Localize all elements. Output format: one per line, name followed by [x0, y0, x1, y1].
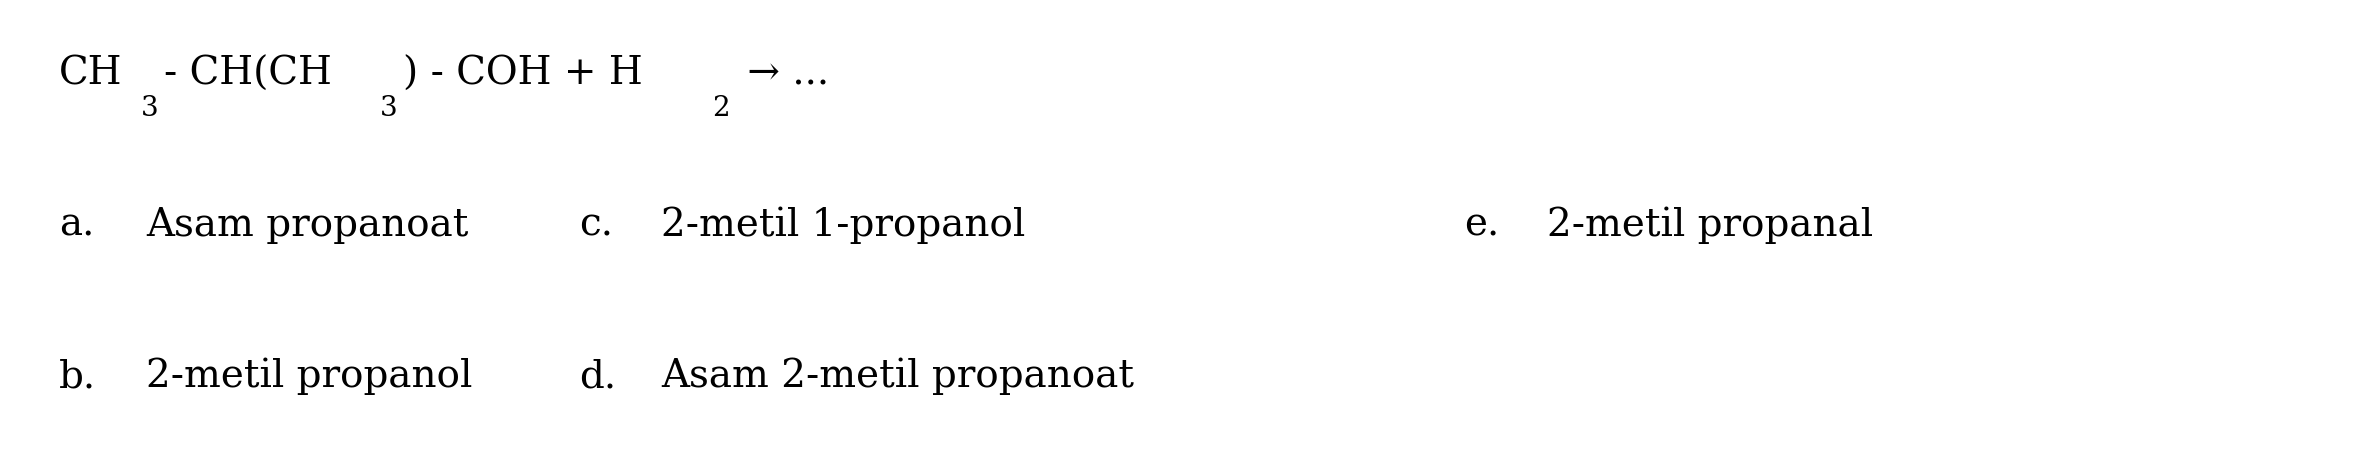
- Text: Asam propanoat: Asam propanoat: [146, 207, 468, 244]
- Text: 2: 2: [713, 95, 730, 122]
- Text: 2-metil propanal: 2-metil propanal: [1547, 207, 1873, 244]
- Text: a.: a.: [59, 207, 94, 244]
- Text: ) - COH + H: ) - COH + H: [404, 56, 642, 93]
- Text: e.: e.: [1464, 207, 1500, 244]
- Text: b.: b.: [59, 358, 97, 395]
- Text: → ...: → ...: [735, 56, 829, 93]
- Text: 3: 3: [380, 95, 397, 122]
- Text: Asam 2-metil propanoat: Asam 2-metil propanoat: [661, 358, 1134, 395]
- Text: 3: 3: [142, 95, 158, 122]
- Text: c.: c.: [579, 207, 612, 244]
- Text: 2-metil 1-propanol: 2-metil 1-propanol: [661, 207, 1025, 244]
- Text: - CH(CH: - CH(CH: [163, 56, 331, 93]
- Text: 2-metil propanol: 2-metil propanol: [146, 358, 472, 395]
- Text: d.: d.: [579, 358, 616, 395]
- Text: CH: CH: [59, 56, 123, 93]
